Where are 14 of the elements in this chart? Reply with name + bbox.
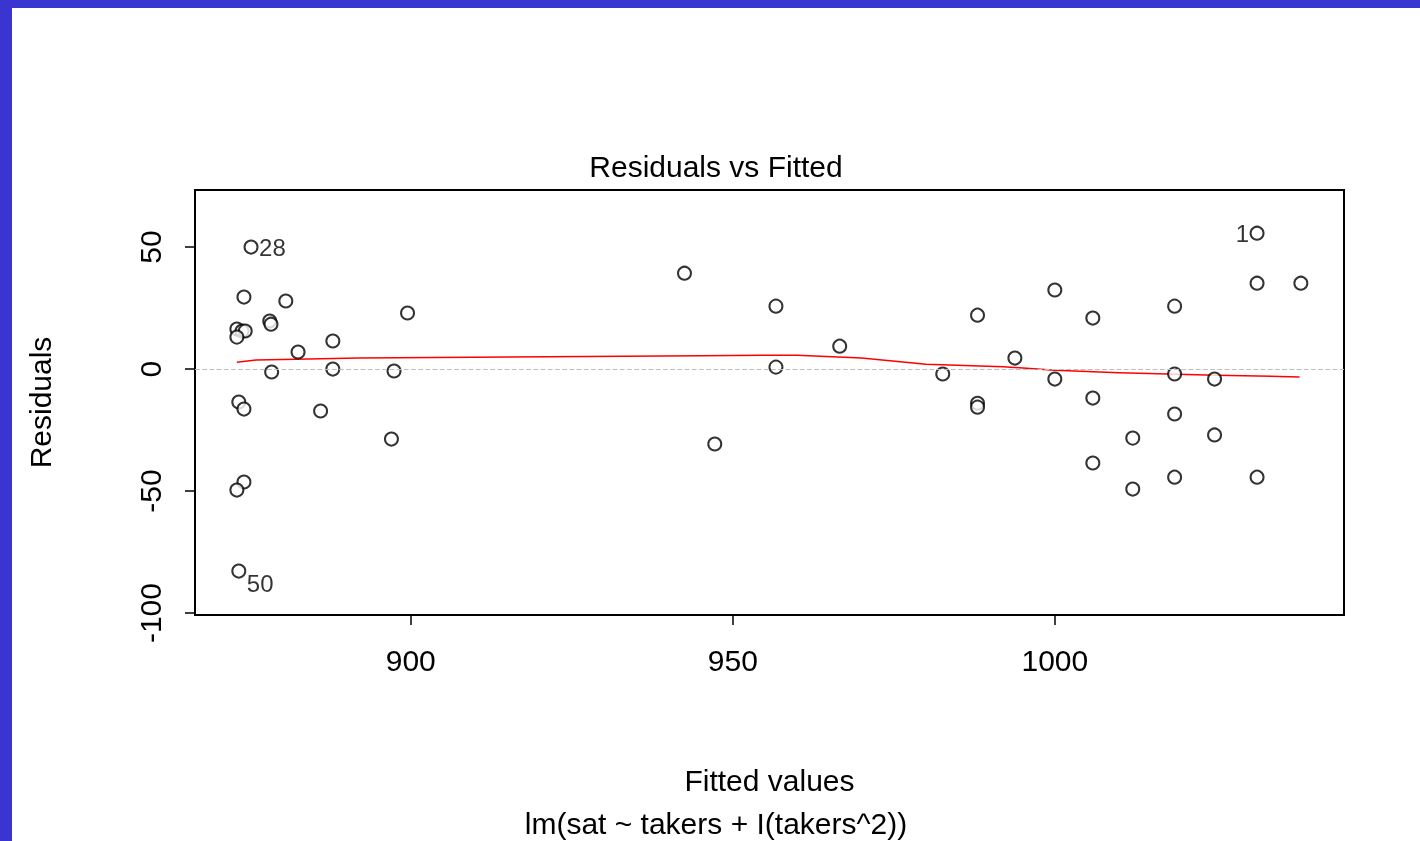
y-axis-title: Residuals <box>23 336 57 469</box>
annotation: 28 <box>259 233 286 261</box>
y-tick-label: -50 <box>133 469 167 513</box>
y-tick-label: -100 <box>133 583 167 644</box>
x-tick-label: 900 <box>385 643 436 677</box>
y-tick-label: 0 <box>133 360 167 378</box>
text: lm(sat ~ takers + I(takers^2)) <box>524 806 908 840</box>
x-axis-title: Fitted values <box>684 763 855 797</box>
annotation: 50 <box>246 569 274 597</box>
x-tick-label: 950 <box>707 643 758 677</box>
annotation: 1 <box>1235 219 1250 247</box>
y-tick-label: 50 <box>133 230 167 264</box>
chart-title: Residuals vs Fitted <box>589 149 843 183</box>
x-tick-label: 1000 <box>1021 643 1089 677</box>
